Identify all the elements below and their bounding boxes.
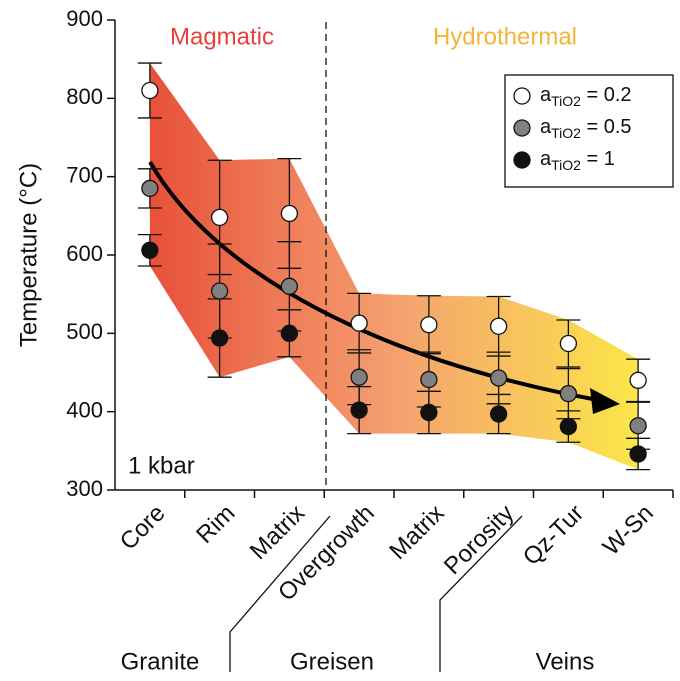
marker — [350, 314, 368, 332]
marker — [629, 417, 647, 435]
y-axis-label: Temperature (°C) — [15, 163, 42, 347]
marker — [559, 334, 578, 353]
marker — [210, 329, 229, 347]
x-tick-label: W-Sn — [598, 500, 659, 561]
marker — [141, 81, 159, 100]
marker — [489, 317, 508, 335]
trend-arrow — [148, 161, 599, 402]
group-label: Greisen — [290, 648, 374, 675]
arrow-head — [590, 388, 620, 414]
legend-label: aTiO2 = 0.5 — [540, 116, 632, 140]
marker — [280, 204, 299, 223]
legend-marker — [513, 87, 531, 105]
marker — [629, 445, 647, 463]
legend-marker — [513, 151, 531, 169]
marker — [141, 179, 159, 198]
y-tick-label: 300 — [66, 476, 103, 501]
y-tick-label: 400 — [66, 397, 103, 422]
x-tick-label: Core — [115, 500, 171, 556]
marker — [559, 417, 578, 436]
marker — [280, 277, 299, 295]
y-tick-label: 600 — [66, 241, 103, 266]
marker — [141, 241, 159, 259]
y-tick-label: 500 — [66, 319, 103, 344]
marker — [210, 282, 229, 300]
group-separator — [439, 515, 523, 672]
group-separator — [229, 515, 331, 672]
marker — [559, 384, 578, 403]
region-label: Hydrothermal — [433, 23, 577, 50]
annotation: 1 kbar — [128, 452, 195, 479]
x-tick-label: Porosity — [439, 500, 519, 580]
legend-label: aTiO2 = 0.2 — [540, 84, 632, 108]
marker — [489, 369, 508, 387]
marker — [629, 371, 647, 389]
legend-box — [504, 74, 674, 188]
marker — [350, 368, 368, 386]
group-label: Veins — [536, 648, 595, 675]
y-tick-label: 700 — [66, 162, 103, 187]
marker — [420, 316, 438, 334]
marker — [210, 208, 229, 227]
legend-marker — [513, 119, 531, 137]
marker — [420, 403, 438, 422]
marker — [350, 401, 368, 419]
legend-label: aTiO2 = 1 — [540, 148, 615, 172]
region-label: Magmatic — [170, 23, 274, 50]
marker — [280, 324, 299, 342]
x-tick-label: Rim — [191, 500, 240, 549]
y-tick-label: 900 — [66, 6, 103, 31]
group-label: Granite — [121, 648, 200, 675]
x-tick-label: Matrix — [245, 500, 310, 565]
marker — [420, 370, 438, 389]
marker — [489, 405, 508, 423]
x-tick-label: Qz-Tur — [518, 500, 589, 571]
y-tick-label: 800 — [66, 84, 103, 109]
x-tick-label: Matrix — [384, 500, 449, 565]
range-band — [149, 63, 639, 470]
